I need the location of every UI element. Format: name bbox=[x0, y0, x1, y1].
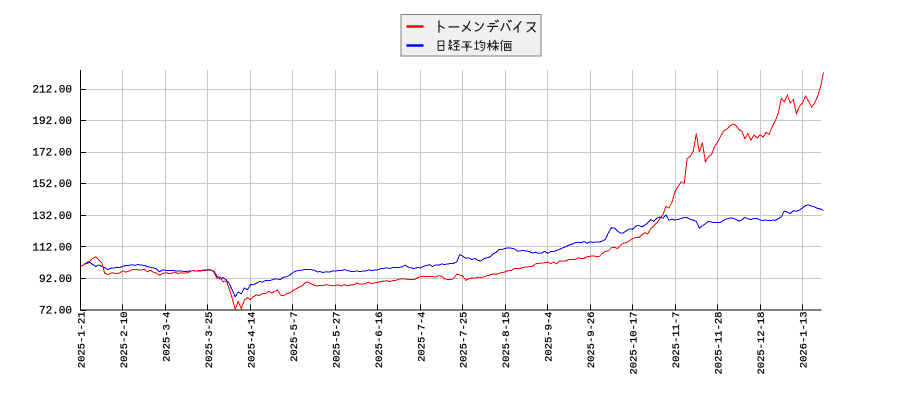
svg-text:2025-1-21: 2025-1-21 bbox=[77, 312, 89, 369]
svg-text:92.00: 92.00 bbox=[39, 274, 72, 286]
svg-text:72.00: 72.00 bbox=[39, 305, 72, 317]
svg-text:132.00: 132.00 bbox=[32, 211, 72, 223]
svg-text:2025-4-14: 2025-4-14 bbox=[246, 312, 258, 369]
svg-text:2026-1-13: 2026-1-13 bbox=[799, 312, 811, 369]
svg-text:152.00: 152.00 bbox=[32, 179, 72, 191]
svg-text:112.00: 112.00 bbox=[32, 242, 72, 254]
svg-text:2025-10-17: 2025-10-17 bbox=[629, 312, 641, 375]
svg-text:2025-6-16: 2025-6-16 bbox=[374, 312, 386, 369]
svg-text:2025-7-25: 2025-7-25 bbox=[459, 312, 471, 369]
svg-text:2025-7-4: 2025-7-4 bbox=[416, 312, 428, 362]
svg-text:172.00: 172.00 bbox=[32, 148, 72, 160]
svg-text:2025-12-18: 2025-12-18 bbox=[756, 312, 768, 375]
svg-text:2025-8-15: 2025-8-15 bbox=[501, 311, 513, 368]
svg-text:2025-5-7: 2025-5-7 bbox=[289, 312, 301, 362]
svg-text:2025-3-25: 2025-3-25 bbox=[204, 312, 216, 369]
svg-text:2025-5-27: 2025-5-27 bbox=[331, 312, 343, 369]
svg-text:2025-9-26: 2025-9-26 bbox=[586, 312, 598, 369]
svg-text:2025-11-28: 2025-11-28 bbox=[714, 312, 726, 375]
svg-text:212.00: 212.00 bbox=[32, 85, 72, 97]
svg-text:2025-2-10: 2025-2-10 bbox=[119, 312, 131, 369]
svg-text:192.00: 192.00 bbox=[32, 116, 72, 128]
svg-text:2025-9-4: 2025-9-4 bbox=[544, 312, 556, 362]
svg-text:2025-11-7: 2025-11-7 bbox=[671, 312, 683, 369]
svg-text:2025-3-4: 2025-3-4 bbox=[161, 312, 173, 362]
